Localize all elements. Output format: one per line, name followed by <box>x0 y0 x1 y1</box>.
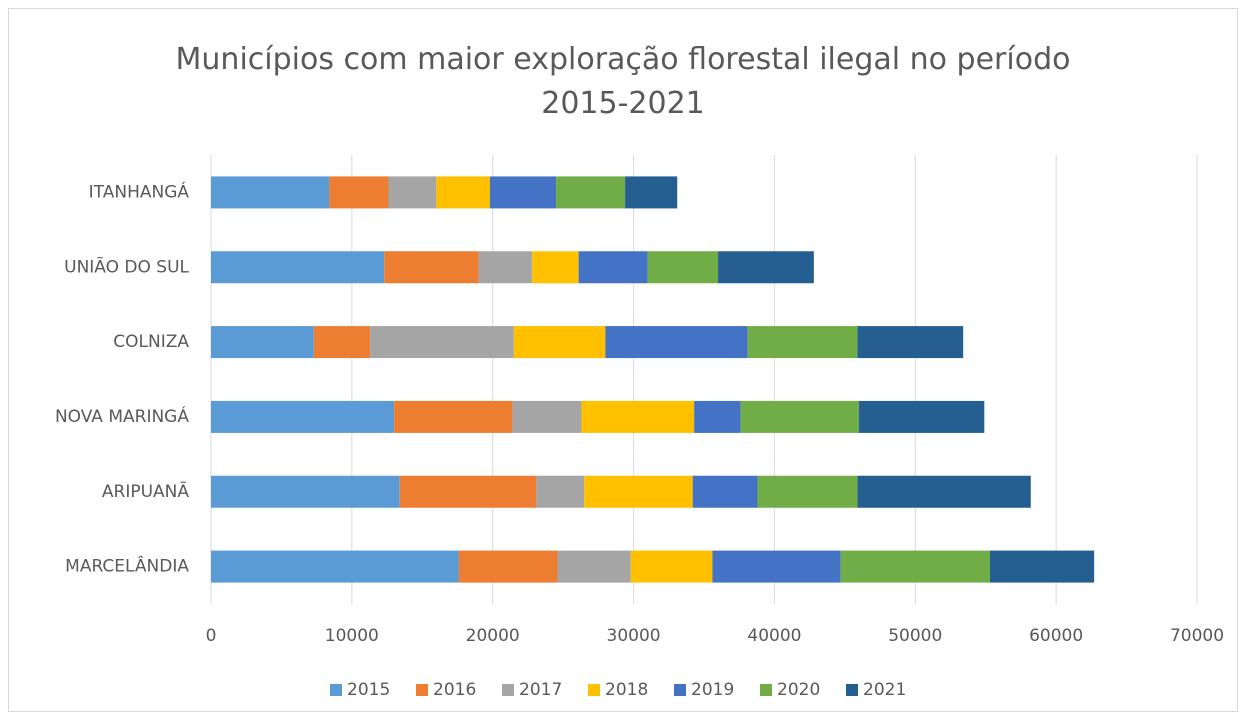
x-tick-label: 30000 <box>607 626 661 646</box>
bar-segment <box>578 251 648 284</box>
bar-segment <box>625 176 678 209</box>
x-tick-label: 60000 <box>1029 626 1083 646</box>
bar-segment <box>211 176 330 209</box>
bar-segment <box>313 326 371 359</box>
x-tick-label: 70000 <box>1170 626 1224 646</box>
bar-segment <box>692 475 758 508</box>
legend-label: 2021 <box>863 680 906 700</box>
legend-swatch <box>674 684 686 696</box>
legend-label: 2018 <box>605 680 648 700</box>
legend-label: 2019 <box>691 680 734 700</box>
legend-label: 2017 <box>519 680 562 700</box>
bar-segment <box>556 176 626 209</box>
x-tick-label: 50000 <box>888 626 942 646</box>
bar-segment <box>630 550 713 583</box>
bar-segment <box>513 326 606 359</box>
bar-segment <box>436 176 490 209</box>
bar-segment <box>536 475 585 508</box>
bar-segment <box>211 475 400 508</box>
bar-segment <box>394 400 513 433</box>
bar-segment <box>605 326 748 359</box>
bar-segment <box>581 400 695 433</box>
bar-segment <box>384 251 479 284</box>
legend-label: 2020 <box>777 680 820 700</box>
y-tick-label: ARIPUANÃ <box>102 480 189 502</box>
bar-segment <box>747 326 858 359</box>
legend-swatch <box>760 684 772 696</box>
bar-segment <box>989 550 1095 583</box>
bar-segment <box>718 251 814 284</box>
bar-segment <box>647 251 719 284</box>
bar-segment <box>712 550 841 583</box>
bar-segment <box>399 475 537 508</box>
x-tick-label: 10000 <box>325 626 379 646</box>
bar-segment <box>211 400 395 433</box>
legend-label: 2016 <box>433 680 476 700</box>
x-tick-label: 20000 <box>466 626 520 646</box>
y-tick-label: NOVA MARINGÁ <box>55 405 189 427</box>
bar-segment <box>211 251 385 284</box>
bar-segment <box>211 550 459 583</box>
y-tick-label: ITANHANGÁ <box>89 180 190 202</box>
y-tick-label: UNIÃO DO SUL <box>64 255 189 277</box>
bar-segment <box>857 475 1031 508</box>
legend-swatch <box>502 684 514 696</box>
bar-segment <box>584 475 693 508</box>
chart-title: Municípios com maior exploração floresta… <box>175 42 1071 121</box>
y-tick-label: COLNIZA <box>113 332 189 352</box>
legend-swatch <box>846 684 858 696</box>
bar-segment <box>757 475 858 508</box>
bar-segment <box>694 400 741 433</box>
legend-label: 2015 <box>347 680 390 700</box>
chart-border <box>8 8 1238 712</box>
bar-segment <box>512 400 582 433</box>
bar-segment <box>857 326 964 359</box>
bar-segment <box>478 251 533 284</box>
bar-segment <box>858 400 985 433</box>
bar-segment <box>458 550 558 583</box>
legend-swatch <box>330 684 342 696</box>
y-tick-label: MARCELÂNDIA <box>65 555 189 577</box>
legend-swatch <box>588 684 600 696</box>
legend-swatch <box>416 684 428 696</box>
bar-segment <box>840 550 990 583</box>
bar-segment <box>740 400 859 433</box>
bar-segment <box>370 326 514 359</box>
bar-segment <box>329 176 389 209</box>
bar-segment <box>532 251 579 284</box>
x-tick-label: 0 <box>206 626 217 646</box>
bar-segment <box>211 326 314 359</box>
x-tick-label: 40000 <box>747 626 801 646</box>
bar-segment <box>557 550 631 583</box>
bar-segment <box>489 176 557 209</box>
bar-segment <box>388 176 437 209</box>
